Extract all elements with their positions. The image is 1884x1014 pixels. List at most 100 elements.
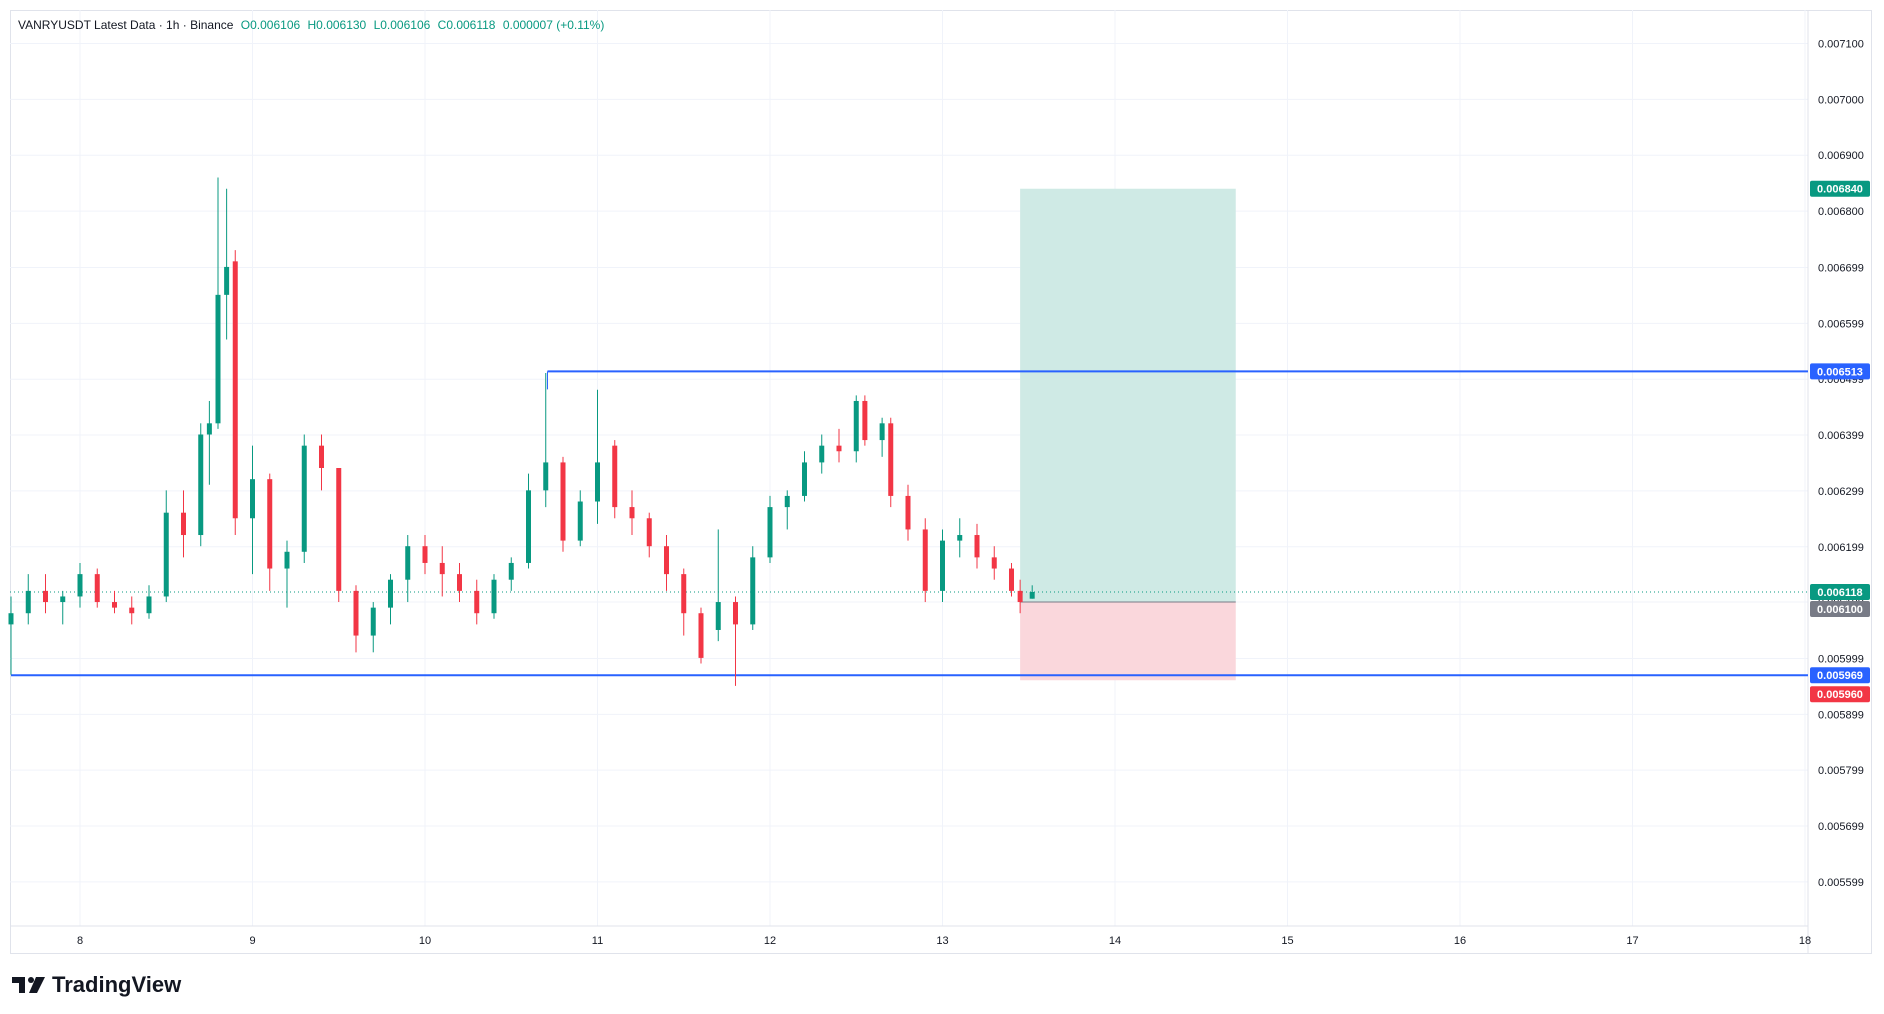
candle-body xyxy=(181,512,186,536)
candle-body xyxy=(836,445,842,452)
price-tick-label: 0.007000 xyxy=(1818,94,1864,106)
low-value: L0.006106 xyxy=(373,18,431,32)
candle-body xyxy=(862,400,868,441)
entry-price-badge: 0.006100 xyxy=(1817,604,1863,616)
price-tick-label: 0.005999 xyxy=(1818,653,1864,665)
stop-price-badge: 0.005960 xyxy=(1817,689,1863,701)
candle-body xyxy=(77,574,83,597)
candle-body xyxy=(508,562,514,580)
resistance-price-badge: 0.006513 xyxy=(1817,366,1863,378)
candle-body xyxy=(853,400,859,452)
candle-body xyxy=(284,551,290,569)
candle-body xyxy=(370,607,376,636)
candle-body xyxy=(526,490,531,563)
candle-body xyxy=(198,434,204,536)
target-price-badge-bg xyxy=(1810,180,1870,197)
candle-body xyxy=(802,462,807,496)
candle-body xyxy=(112,602,117,608)
time-tick-label: 14 xyxy=(1109,935,1121,947)
candles xyxy=(8,177,1035,686)
candle-body xyxy=(767,507,773,558)
time-tick-label: 17 xyxy=(1626,935,1638,947)
tradingview-logo-icon xyxy=(12,977,45,993)
candle-body xyxy=(457,574,462,591)
candle-body xyxy=(940,540,945,591)
candle-body xyxy=(957,535,963,541)
candle-body xyxy=(267,479,273,569)
candle-body xyxy=(991,557,997,569)
price-tick-label: 0.006800 xyxy=(1818,206,1864,218)
time-tick-label: 16 xyxy=(1454,935,1466,947)
price-tick-label: 0.006599 xyxy=(1818,318,1864,330)
candle-body xyxy=(25,590,31,614)
profit-zone xyxy=(1020,188,1236,603)
candle-body xyxy=(336,468,342,591)
candle-body xyxy=(43,590,48,603)
candle-body xyxy=(422,546,428,563)
candle-body xyxy=(232,261,238,519)
time-tick-label: 9 xyxy=(249,935,255,947)
last-price-badge: 0.006118 xyxy=(1817,587,1862,599)
brand-name: TradingView xyxy=(52,972,182,997)
grid xyxy=(10,10,1809,954)
price-tick-label: 0.005799 xyxy=(1818,765,1864,777)
candle-body xyxy=(577,501,583,541)
candle-body xyxy=(750,557,756,625)
price-tick-label: 0.007100 xyxy=(1818,39,1864,51)
target-price-badge: 0.006840 xyxy=(1817,184,1863,196)
candle-body xyxy=(224,266,230,295)
resistance-price-badge-bg xyxy=(1810,363,1870,380)
candle-body xyxy=(405,546,411,580)
candle-body xyxy=(491,579,497,614)
candle-body xyxy=(163,512,169,597)
time-axis[interactable]: 8 9 10 11 12 13 14 15 16 17 18 xyxy=(77,935,1811,947)
candle-body xyxy=(681,574,687,614)
price-tick-label: 0.005899 xyxy=(1818,709,1864,721)
loss-zone xyxy=(1020,602,1236,681)
candle-body xyxy=(879,423,885,441)
high-value: H0.006130 xyxy=(307,18,367,32)
time-tick-label: 11 xyxy=(592,935,603,947)
candle-body xyxy=(646,518,652,547)
time-tick-label: 10 xyxy=(419,935,431,947)
candle-body xyxy=(8,613,14,625)
price-axis[interactable]: 0.007100 0.007000 0.006900 0.006800 0.006699… xyxy=(1818,39,1864,889)
horizontal-levels[interactable] xyxy=(10,370,1808,677)
tradingview-brand[interactable]: TradingView xyxy=(12,972,181,998)
candle-body xyxy=(146,596,152,614)
candle-body xyxy=(388,579,393,608)
close-value: C0.006118 xyxy=(437,18,496,32)
candle-body xyxy=(612,445,618,508)
candle-body xyxy=(974,535,980,558)
candle-body xyxy=(319,445,324,468)
time-tick-label: 12 xyxy=(764,935,776,947)
candle-body xyxy=(888,423,894,496)
support-price-badge: 0.005969 xyxy=(1817,670,1863,682)
time-tick-label: 8 xyxy=(77,935,83,947)
symbol-title: VANRYUSDT Latest Data · 1h · Binance xyxy=(18,18,234,32)
candle-body xyxy=(698,613,704,658)
candle-body xyxy=(819,445,825,463)
candle-body xyxy=(206,423,212,435)
stop-price-badge-bg xyxy=(1810,686,1870,703)
position-tool[interactable] xyxy=(1020,188,1236,681)
candle-body xyxy=(215,294,221,424)
candle-body xyxy=(474,590,480,614)
candle-body xyxy=(60,596,66,603)
candle-body xyxy=(129,607,135,614)
candle-body xyxy=(922,529,928,591)
candle-body xyxy=(439,562,445,575)
candle-body xyxy=(94,574,100,603)
time-tick-label: 18 xyxy=(1799,935,1811,947)
candle-body xyxy=(1017,590,1023,603)
candle-body xyxy=(629,507,635,519)
price-tick-label: 0.005599 xyxy=(1818,877,1864,889)
time-tick-label: 15 xyxy=(1281,935,1293,947)
chart-frame xyxy=(10,10,1872,954)
candle-body xyxy=(733,602,738,625)
open-value: O0.006106 xyxy=(240,18,301,32)
price-tick-label: 0.005699 xyxy=(1818,821,1864,833)
price-tick-label: 0.006900 xyxy=(1818,150,1864,162)
candle-body xyxy=(543,462,549,491)
